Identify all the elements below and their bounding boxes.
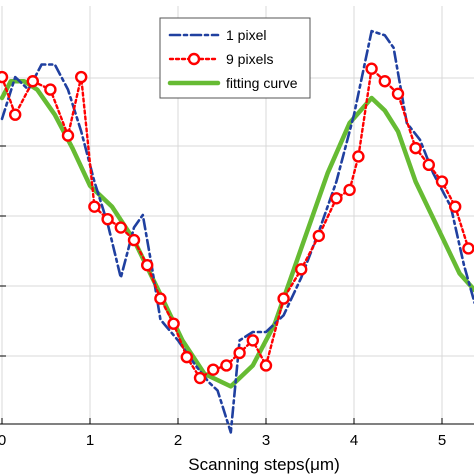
data-point [61,129,75,142]
series-line [0,67,470,380]
data-point [233,346,246,360]
data-point [88,200,101,213]
data-point [220,359,233,372]
series-9-pixels [0,62,474,385]
x-tick-label: 5 [438,432,446,449]
data-point [422,158,435,172]
data-point [206,363,220,376]
data-point [409,141,422,155]
data-point [259,359,273,372]
series-fitting-curve [0,78,474,389]
data-point [277,292,290,305]
legend-swatch-marker [187,52,201,66]
data-point [114,221,128,234]
data-point [154,292,167,305]
data-point [8,108,22,121]
x-axis-label: Scanning steps(μm) [188,455,340,474]
data-point [343,183,356,197]
data-point [352,150,365,163]
x-tick-label: 4 [350,432,358,449]
data-point [449,200,462,213]
legend-label: 1 pixel [226,27,266,43]
data-point [140,258,154,272]
data-point [180,350,194,364]
data-point [378,75,391,88]
x-tick-label: 0 [0,432,6,449]
series-line [0,78,474,389]
legend: 1 pixel 9 pixels fitting curve [159,17,311,99]
x-tick-label: 2 [174,432,182,449]
series-line [0,29,474,434]
data-point [391,87,405,100]
x-tick-label: 1 [86,432,94,449]
data-point [312,229,325,243]
data-point [26,75,39,88]
series-1-pixel [0,29,474,434]
data-point [0,70,9,84]
data-point [462,242,474,255]
x-tick-label: 3 [262,432,270,449]
x-axis-ticks: 0 1 2 3 4 5 [0,418,446,449]
legend-label: fitting curve [226,75,298,91]
data-point [44,83,57,96]
data-point [101,212,114,226]
data-point [127,233,141,247]
data-point [193,371,207,385]
data-point [435,175,449,188]
data-point [74,70,88,84]
data-point [330,192,343,205]
data-point [295,263,308,276]
data-point [246,334,260,347]
data-point [365,62,378,75]
data-point [167,317,180,330]
series-layer [0,29,474,434]
legend-label: 9 pixels [226,51,273,67]
